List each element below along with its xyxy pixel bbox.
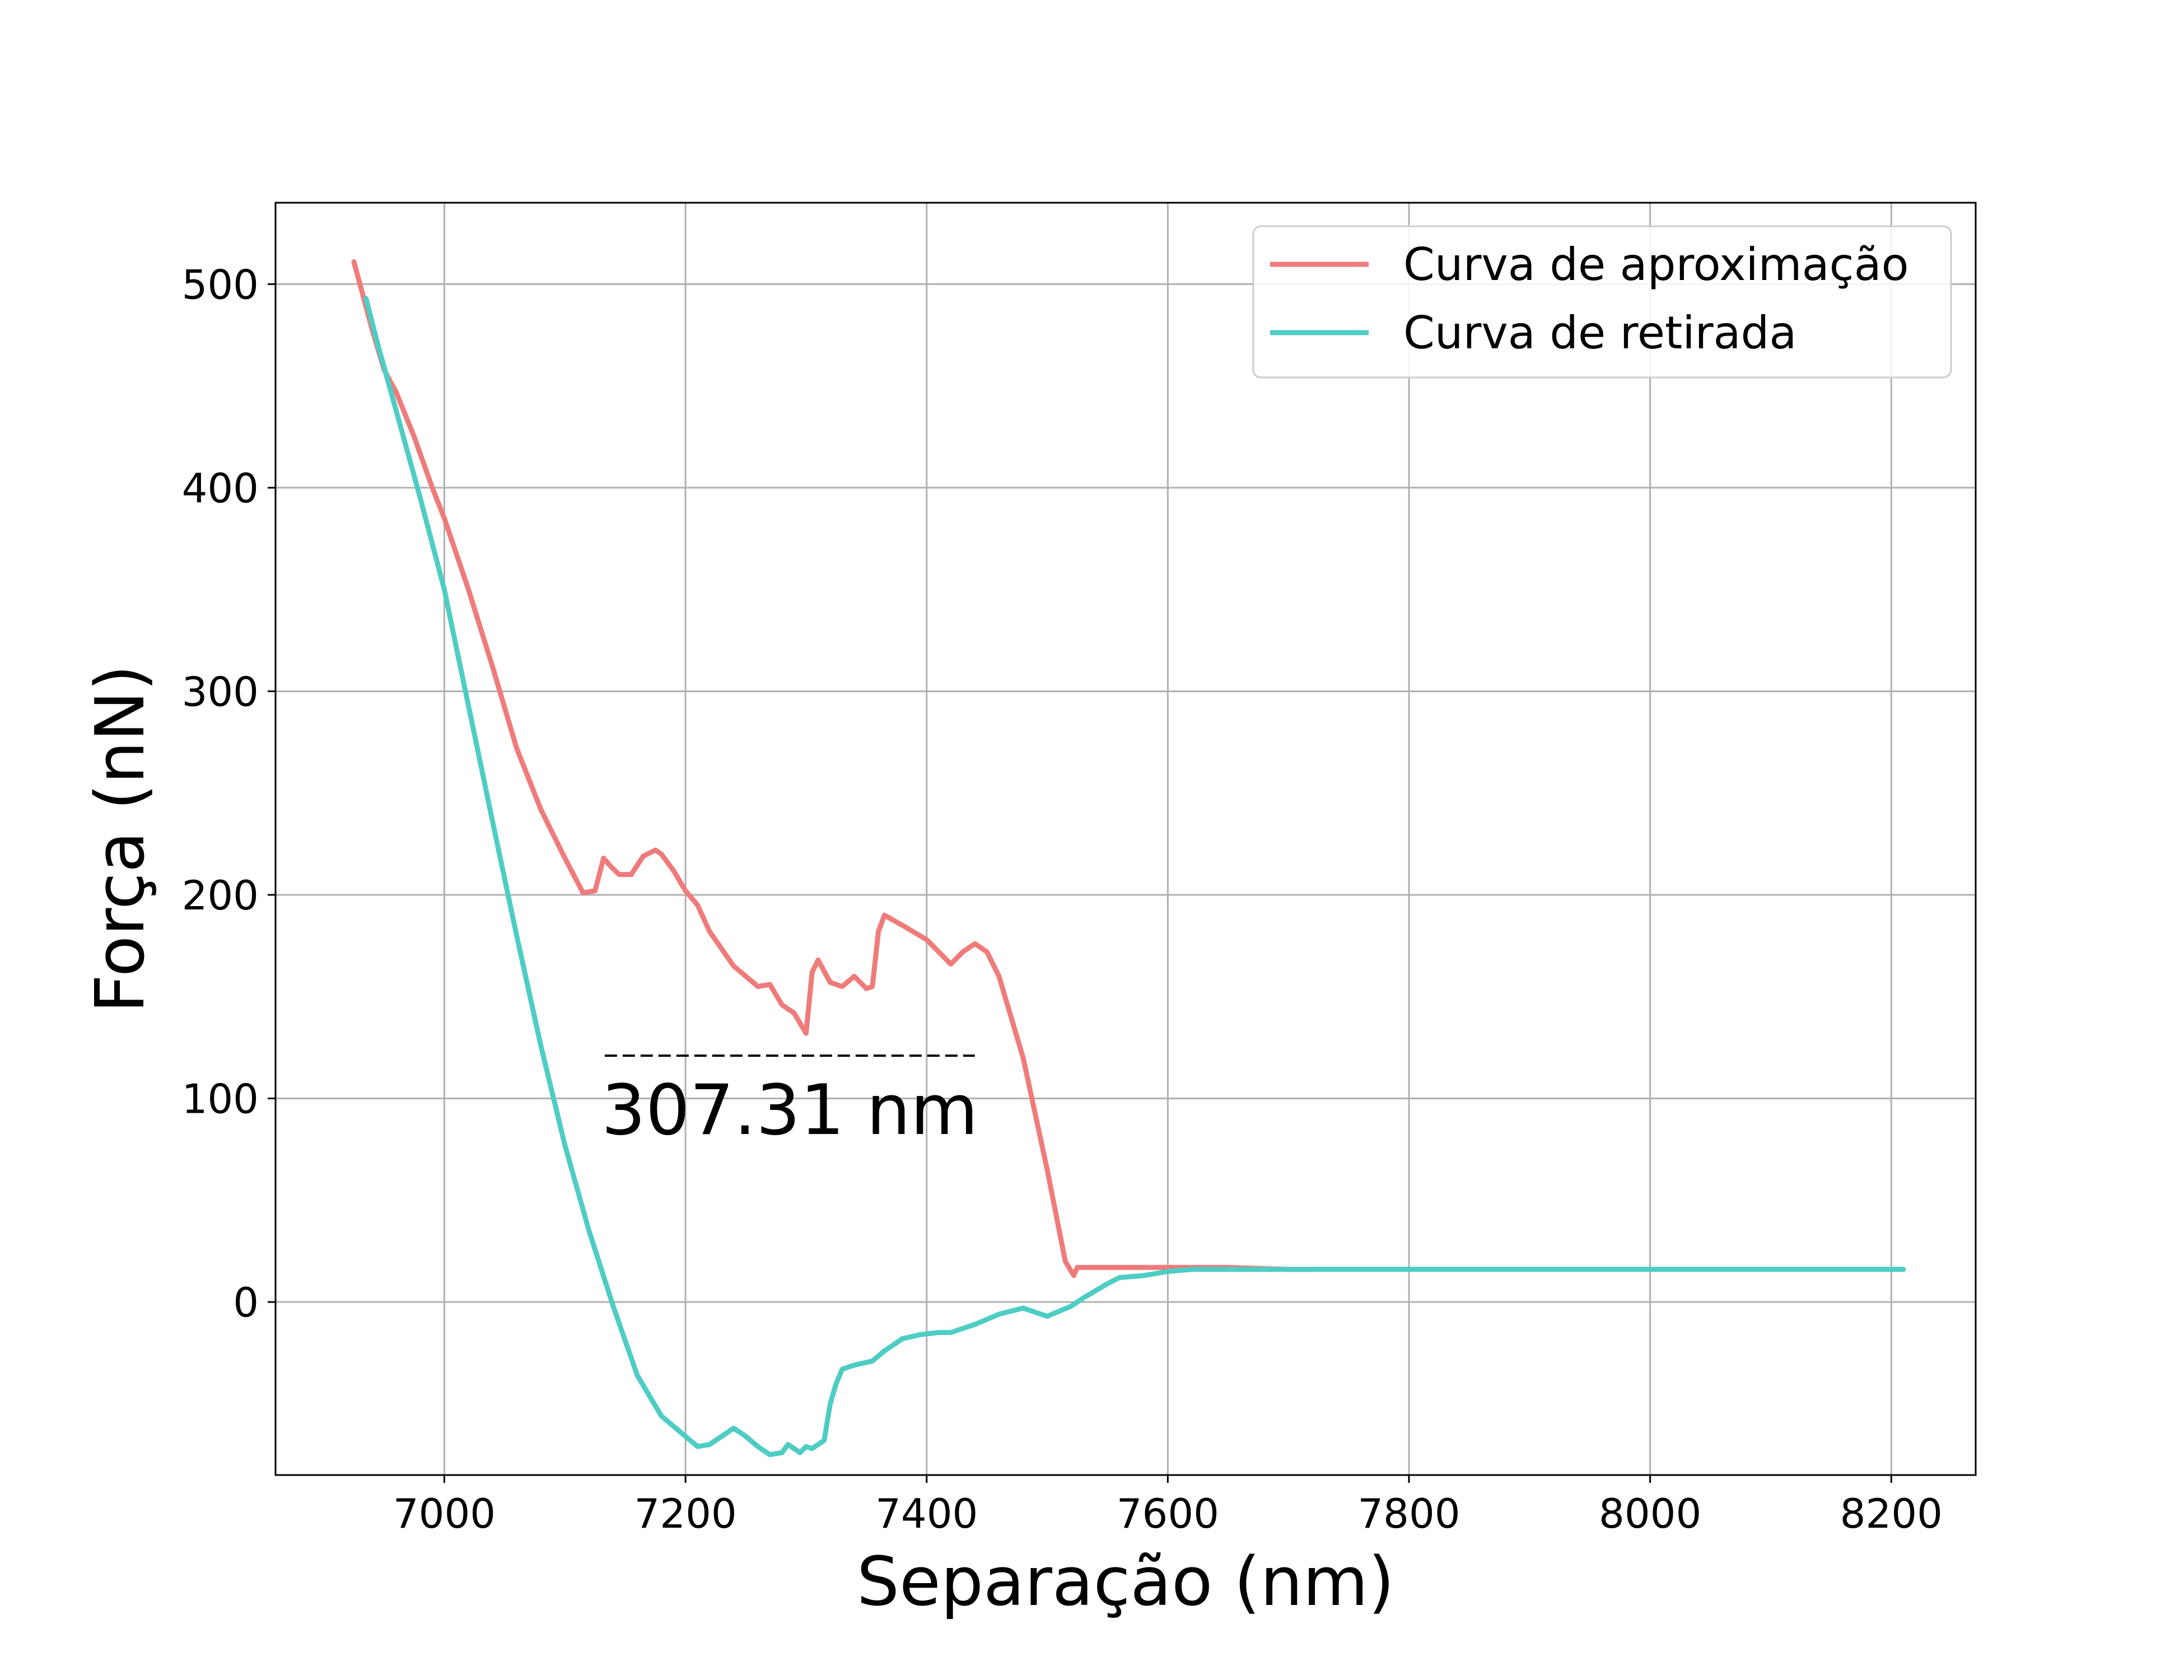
- y-tick-label: 500: [182, 261, 259, 308]
- plot-frame: [274, 202, 1977, 1476]
- y-tick-label: 100: [182, 1075, 259, 1122]
- series-lines: [351, 259, 1906, 1458]
- annotation: 307.31 nm: [601, 1054, 978, 1151]
- legend-label: Curva de aproximação: [1403, 239, 1909, 291]
- x-tick-label: 7600: [1117, 1490, 1219, 1537]
- x-axis-label: Separação (nm): [857, 1543, 1394, 1621]
- series-line-retract: [363, 296, 1906, 1458]
- annotation-label: 307.31 nm: [601, 1070, 978, 1151]
- x-tick-label: 7000: [393, 1490, 496, 1537]
- x-tick-label: 7200: [634, 1490, 736, 1537]
- legend: Curva de aproximação Curva de retirada: [1252, 225, 1952, 379]
- x-tick-label: 8000: [1599, 1490, 1701, 1537]
- legend-box: [1252, 225, 1952, 379]
- x-tick-label: 8200: [1840, 1490, 1943, 1537]
- x-tick-label: 7800: [1357, 1490, 1460, 1537]
- y-tick-label: 400: [182, 465, 259, 512]
- y-tick-label: 200: [182, 872, 259, 919]
- y-axis-label: Força (nN): [82, 665, 160, 1013]
- axis-ticks: 7000 7200 7400 7600 7800 8000 8200 0 100 200 300 40…: [182, 261, 1943, 1537]
- y-tick-label: 300: [182, 668, 259, 715]
- legend-label: Curva de retirada: [1403, 307, 1796, 359]
- x-tick-label: 7400: [875, 1490, 978, 1537]
- series-line-approach: [351, 259, 1315, 1278]
- grid: [276, 203, 1976, 1475]
- y-tick-label: 0: [233, 1279, 259, 1326]
